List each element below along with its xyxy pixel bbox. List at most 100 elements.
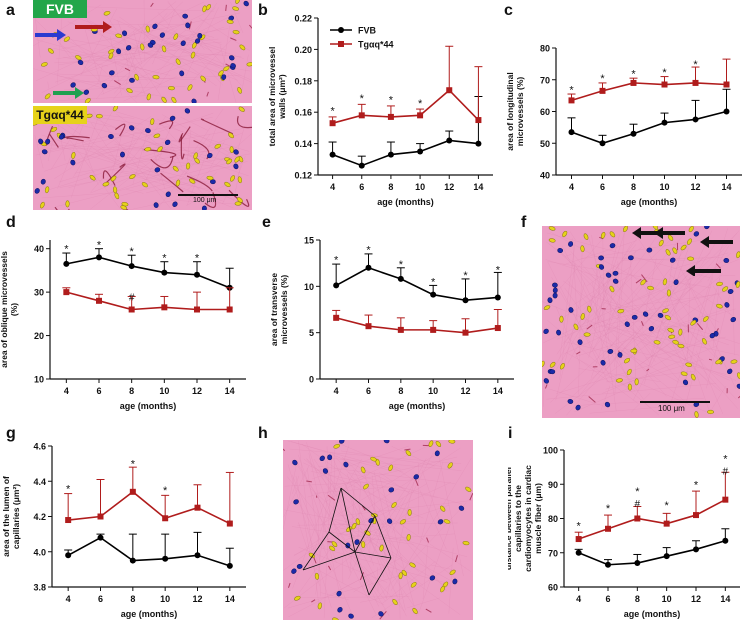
legend-label: Tgαq*44 (358, 40, 394, 50)
y-tick-label: 4.6 (33, 442, 46, 452)
series-line-fvb (578, 539, 726, 566)
series-line-tg (68, 490, 231, 525)
y-tick-label: 0.18 (294, 76, 312, 86)
data-point-fvb (162, 555, 169, 562)
significance-marker: # (129, 292, 135, 303)
y-tick-label: 80 (540, 44, 550, 54)
data-point-tg (97, 513, 104, 520)
label-fvb: FVB (33, 0, 87, 18)
data-point-fvb (575, 549, 582, 556)
x-tick-label: 14 (225, 386, 235, 396)
legend-label: FVB (358, 26, 377, 36)
chart-b: 0.12 0.14 0.16 0.18 0.20 0.22 4 6 8 10 12 14 age (mo… (267, 14, 493, 207)
significance-marker: * (130, 246, 135, 258)
significance-marker: * (577, 520, 582, 532)
y-tick-label: 90 (548, 480, 558, 490)
data-point-fvb (568, 129, 575, 136)
y-tick-label: 4.4 (33, 477, 46, 487)
y-tick-label: 10 (34, 375, 44, 385)
significance-marker: # (635, 499, 641, 510)
significance-marker: * (334, 254, 339, 266)
significance-marker: * (330, 106, 335, 118)
y-tick-label: 4.0 (33, 547, 46, 557)
data-point-tg (194, 504, 201, 511)
data-point-tg (96, 297, 102, 304)
data-point-fvb (722, 537, 729, 544)
micrograph-h (283, 440, 473, 620)
x-tick-label: 14 (721, 182, 731, 192)
y-axis-label: total area of microvesselwalls (μm²) (267, 47, 287, 147)
chart-c: 40 50 60 70 80 4 6 8 10 12 14 age (months) area of l… (505, 44, 742, 207)
y-axis-label: area of longitudinalmicrovessels (%) (505, 72, 525, 150)
data-point-fvb (634, 560, 641, 567)
data-point-tg (333, 314, 340, 321)
x-tick-label: 8 (129, 386, 134, 396)
panel-letter-f: f (521, 214, 527, 231)
x-tick-label: 12 (691, 594, 701, 604)
scale-bar-label-f: 100 μm (658, 404, 685, 413)
label-tg: Tgαq*44 (33, 106, 87, 124)
x-axis-label: age (months) (621, 197, 678, 207)
significance-marker: * (606, 503, 611, 515)
x-tick-label: 4 (576, 594, 581, 604)
x-tick-label: 6 (605, 594, 610, 604)
data-point-fvb (63, 260, 70, 267)
y-tick-label: 40 (34, 244, 44, 254)
significance-marker: * (569, 84, 574, 96)
data-point-tg (630, 79, 637, 86)
chart-d: 10 20 30 40 4 6 8 10 12 14 age (months) area of obl… (0, 239, 246, 411)
x-tick-label: 4 (334, 386, 339, 396)
data-point-tg (162, 515, 169, 522)
series-line-tg (335, 317, 498, 334)
data-point-fvb (693, 546, 699, 553)
data-point-tg (161, 304, 168, 311)
data-point-fvb (605, 561, 611, 568)
significance-marker: * (163, 485, 168, 497)
x-axis-label: age (months) (377, 197, 434, 207)
y-tick-label: 0.14 (294, 139, 312, 149)
y-tick-label: 4.2 (33, 512, 46, 522)
data-point-fvb (329, 151, 336, 158)
x-tick-label: 6 (359, 182, 364, 192)
data-point-tg (599, 87, 606, 94)
y-axis-label: distance between parallelcapillaries to … (508, 465, 543, 572)
data-point-fvb (65, 552, 72, 559)
significance-marker: * (389, 95, 394, 107)
data-point-fvb (128, 263, 135, 270)
y-axis-label: area of the lumen ofcapillaries (μm²) (1, 476, 21, 557)
data-point-fvb (661, 119, 668, 126)
x-tick-label: 6 (366, 386, 371, 396)
data-point-tg (462, 329, 469, 336)
data-point-fvb (494, 294, 501, 301)
panel-letter-h: h (258, 425, 268, 442)
x-axis-label: age (months) (120, 401, 177, 411)
data-point-tg (329, 120, 336, 127)
x-tick-label: 12 (690, 182, 700, 192)
micrograph-h-image (283, 440, 473, 620)
significance-marker: # (723, 467, 729, 478)
data-point-tg (663, 520, 670, 527)
panel-letter-i: i (508, 425, 513, 442)
data-point-fvb (194, 552, 201, 559)
data-point-tg (605, 525, 611, 532)
legend-marker-tg (338, 41, 344, 47)
data-point-tg (446, 87, 453, 94)
data-point-tg (365, 323, 372, 330)
y-tick-label: 30 (34, 288, 44, 298)
x-axis-label: age (months) (121, 609, 178, 619)
data-point-tg (723, 81, 730, 88)
x-tick-label: 10 (415, 182, 425, 192)
data-point-fvb (723, 108, 730, 115)
significance-marker: * (195, 252, 200, 264)
y-tick-label: 20 (34, 331, 44, 341)
x-tick-label: 4 (330, 182, 335, 192)
y-tick-label: 60 (540, 107, 550, 117)
data-point-tg (693, 512, 699, 519)
significance-marker: * (635, 486, 640, 498)
data-point-fvb (333, 282, 340, 289)
data-point-tg (226, 306, 233, 313)
green-arrow-icon (53, 87, 84, 99)
data-point-fvb (161, 269, 168, 276)
x-tick-label: 10 (659, 182, 669, 192)
data-point-fvb (630, 130, 637, 137)
